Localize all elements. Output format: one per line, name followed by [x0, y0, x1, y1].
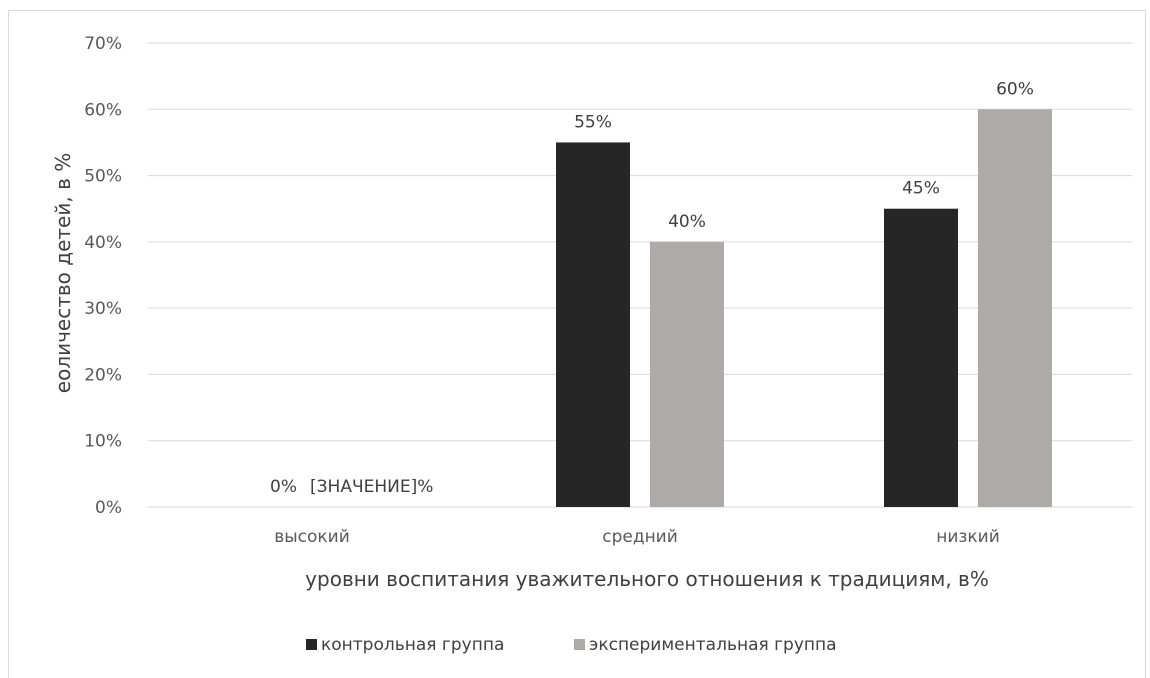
x-category-label: высокий: [274, 527, 350, 547]
data-label: 40%: [668, 212, 706, 232]
data-label: 60%: [996, 79, 1034, 99]
y-tick-label: 20%: [84, 365, 122, 385]
chart-frame: [8, 10, 1146, 678]
data-labels: 0% [ЗНАЧЕНИЕ]% 55% 40% 45% 60%: [270, 79, 1034, 497]
bar: [884, 208, 958, 507]
gridlines: [148, 42, 1132, 508]
bars: [556, 109, 1052, 508]
x-axis-title: уровни воспитания уважительного отношени…: [305, 567, 989, 591]
bar: [650, 241, 724, 507]
y-axis-title: еоличество детей, в %: [51, 153, 75, 393]
data-label: 45%: [902, 179, 940, 199]
y-tick-label: 0%: [95, 498, 122, 518]
data-label: 55%: [574, 112, 612, 132]
y-tick-label: 40%: [84, 233, 122, 253]
y-tick-label: 60%: [84, 100, 122, 120]
legend-swatch: [574, 639, 585, 650]
x-axis-categories: высокий средний низкий: [274, 527, 1000, 547]
data-label: 0%: [270, 477, 297, 497]
legend: контрольная группа экспериментальная груп…: [306, 635, 837, 655]
y-tick-label: 70%: [84, 34, 122, 54]
legend-label: контрольная группа: [321, 635, 504, 655]
y-axis-ticks: 0% 10% 20% 30% 40% 50% 60% 70%: [84, 34, 122, 518]
legend-label: экспериментальная группа: [589, 635, 837, 655]
x-category-label: средний: [602, 527, 678, 547]
y-tick-label: 10%: [84, 432, 122, 452]
data-label: [ЗНАЧЕНИЕ]%: [310, 477, 433, 497]
bar: [556, 142, 630, 507]
legend-swatch: [306, 639, 317, 650]
y-tick-label: 50%: [84, 167, 122, 187]
bar: [978, 109, 1052, 508]
y-tick-label: 30%: [84, 299, 122, 319]
x-category-label: низкий: [936, 527, 1000, 547]
